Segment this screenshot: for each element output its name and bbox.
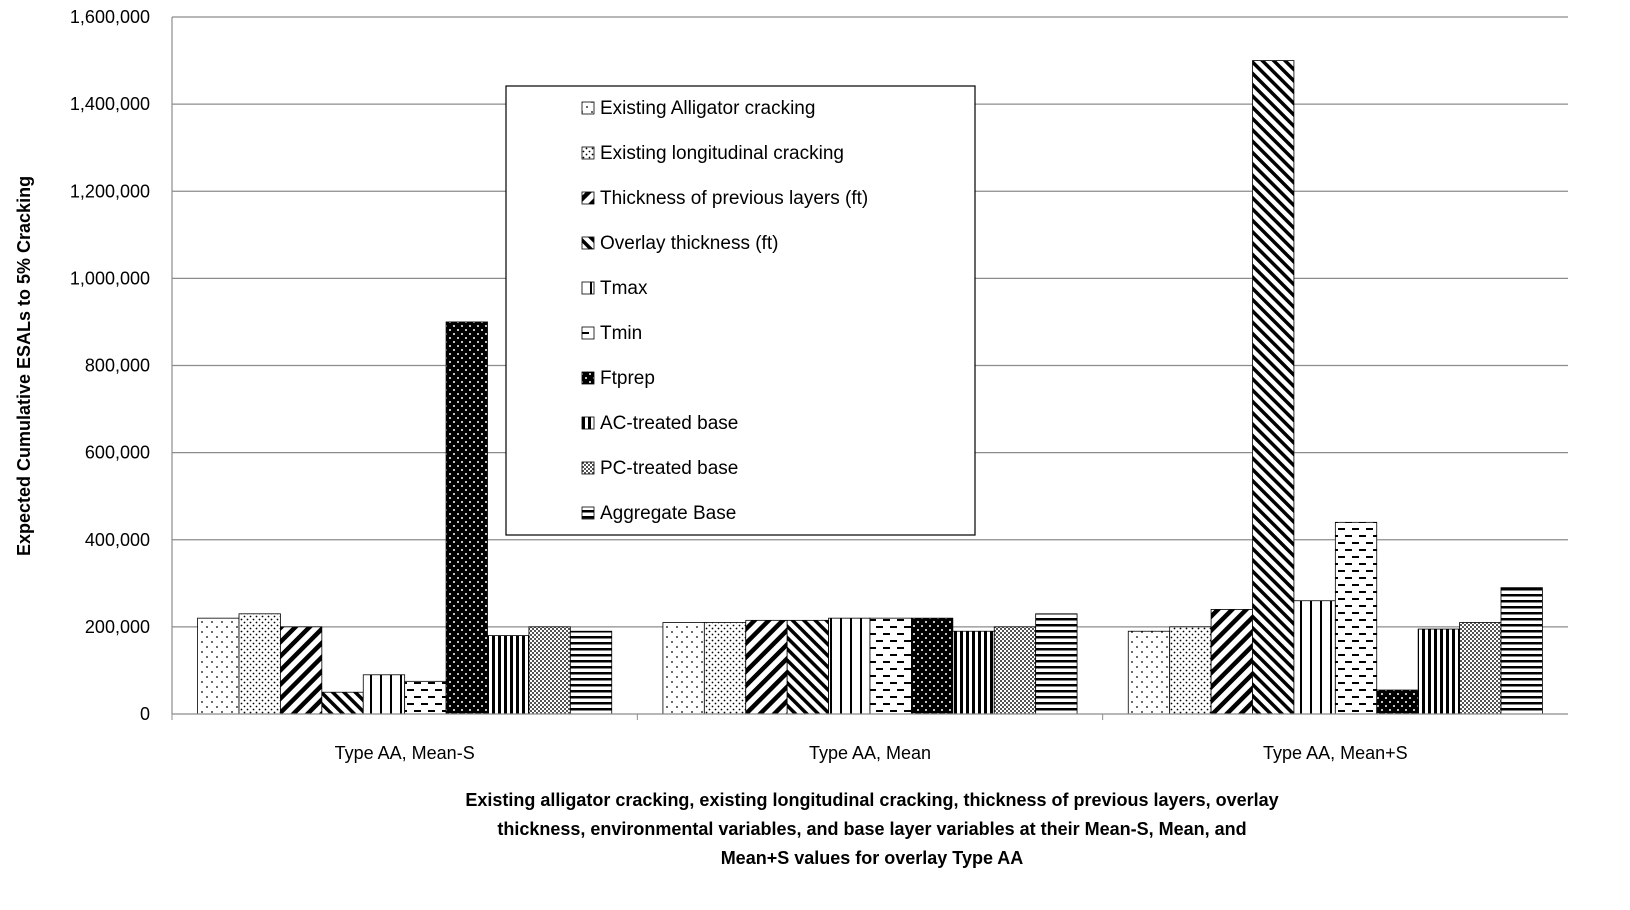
bar	[1036, 614, 1077, 714]
bar	[953, 631, 994, 714]
bar	[1294, 601, 1335, 714]
legend-label: PC-treated base	[600, 458, 738, 479]
legend-swatch	[582, 192, 594, 204]
y-tick-label: 200,000	[85, 617, 150, 637]
x-axis-label-line-1: Existing alligator cracking, existing lo…	[465, 790, 1278, 810]
bar	[239, 614, 280, 714]
bar	[570, 631, 611, 714]
y-tick-label: 1,000,000	[70, 268, 150, 288]
x-tick-label: Type AA, Mean+S	[1263, 743, 1408, 763]
legend-label: Existing longitudinal cracking	[600, 143, 844, 164]
bar	[1418, 629, 1459, 714]
x-axis-label-line-3: Mean+S values for overlay Type AA	[721, 848, 1024, 868]
legend-swatch	[582, 282, 594, 294]
bar	[1211, 609, 1252, 714]
bar	[487, 636, 528, 714]
legend-swatch	[582, 147, 594, 159]
legend-label: AC-treated base	[600, 413, 738, 434]
legend-swatch	[582, 327, 594, 339]
legend-swatch	[582, 462, 594, 474]
legend-label: Thickness of previous layers (ft)	[600, 188, 868, 209]
y-axis-label: Expected Cumulative ESALs to 5% Cracking	[14, 176, 34, 556]
bar	[870, 618, 911, 714]
bar	[363, 675, 404, 714]
y-tick-label: 800,000	[85, 356, 150, 376]
bar	[1253, 61, 1294, 714]
x-axis-label-line-2: thickness, environmental variables, and …	[497, 819, 1246, 839]
bar	[322, 692, 363, 714]
bar	[1460, 623, 1501, 714]
x-tick-label: Type AA, Mean	[809, 743, 931, 763]
bar	[911, 618, 952, 714]
legend-label: Ftprep	[600, 368, 655, 389]
legend-label: Tmin	[600, 323, 642, 344]
y-tick-label: 1,600,000	[70, 7, 150, 27]
bar	[529, 627, 570, 714]
bar	[1501, 588, 1542, 714]
bar	[198, 618, 239, 714]
bar	[405, 681, 446, 714]
y-tick-label: 400,000	[85, 530, 150, 550]
bar	[1377, 690, 1418, 714]
bar	[446, 322, 487, 714]
bar	[746, 620, 787, 714]
bar	[1128, 631, 1169, 714]
x-tick-label: Type AA, Mean-S	[335, 743, 475, 763]
legend-swatch	[582, 102, 594, 114]
legend-swatch	[582, 372, 594, 384]
legend-label: Aggregate Base	[600, 503, 736, 524]
legend: Existing Alligator cracking Existing long…	[506, 86, 975, 535]
legend-swatch	[582, 417, 594, 429]
bar	[994, 627, 1035, 714]
bar	[280, 627, 321, 714]
legend-swatch	[582, 237, 594, 249]
y-tick-label: 0	[140, 704, 150, 724]
bar	[787, 620, 828, 714]
legend-label: Tmax	[600, 278, 648, 299]
bar	[1335, 522, 1376, 714]
legend-label: Overlay thickness (ft)	[600, 233, 778, 254]
bar	[1170, 627, 1211, 714]
legend-label: Existing Alligator cracking	[600, 98, 815, 119]
bar	[704, 623, 745, 714]
y-tick-label: 1,200,000	[70, 181, 150, 201]
legend-swatch	[582, 507, 594, 519]
bar	[663, 623, 704, 714]
y-tick-label: 1,400,000	[70, 94, 150, 114]
y-tick-label: 600,000	[85, 443, 150, 463]
bar	[829, 618, 870, 714]
